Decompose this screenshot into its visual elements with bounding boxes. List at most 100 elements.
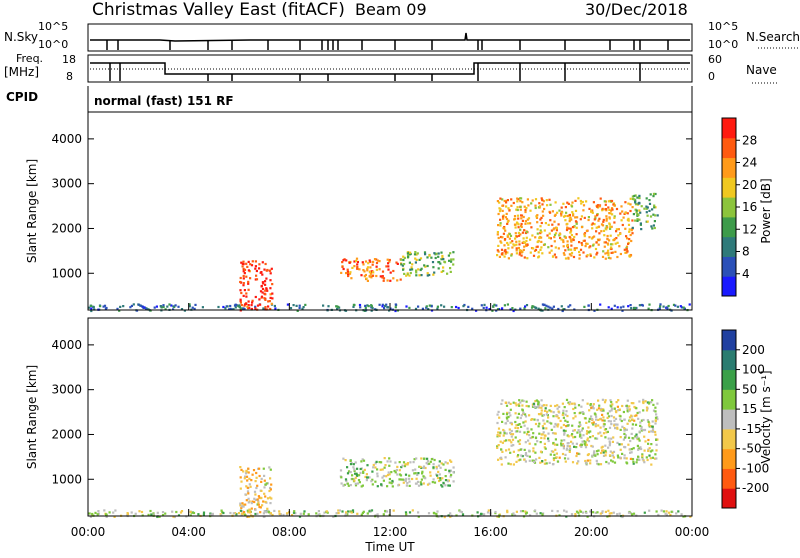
data-cell: [235, 513, 238, 516]
data-cell: [557, 423, 560, 426]
data-cell: [356, 482, 359, 485]
data-cell: [577, 404, 581, 407]
data-cell: [442, 463, 445, 466]
data-cell: [355, 473, 358, 477]
data-cell: [571, 201, 574, 204]
data-cell: [568, 450, 571, 453]
data-cell: [483, 513, 486, 516]
data-cell: [547, 223, 550, 226]
data-cell: [647, 448, 650, 451]
data-cell: [539, 461, 542, 464]
data-cell: [530, 306, 534, 309]
data-cell: [604, 454, 607, 457]
data-cell: [524, 460, 527, 463]
colorbar-swatch: [722, 118, 736, 139]
data-cell: [354, 472, 357, 475]
data-cell: [636, 196, 639, 199]
data-cell: [253, 500, 256, 504]
data-cell: [646, 419, 649, 422]
data-cell: [501, 450, 504, 453]
data-cell: [527, 405, 530, 408]
data-cell: [634, 306, 637, 310]
data-cell: [641, 454, 644, 458]
data-cell: [509, 431, 512, 434]
data-cell: [629, 254, 632, 257]
data-cell: [619, 212, 622, 215]
data-cell: [516, 200, 519, 203]
data-cell: [437, 515, 440, 518]
data-cell: [598, 205, 601, 208]
data-cell: [558, 209, 561, 212]
data-cell: [549, 211, 552, 214]
data-cell: [435, 252, 438, 255]
data-cell: [238, 304, 241, 307]
data-cell: [382, 277, 386, 280]
data-cell: [97, 510, 100, 513]
data-cell: [639, 421, 642, 424]
data-cell: [604, 436, 607, 439]
data-cell: [538, 432, 541, 435]
data-cell: [553, 432, 556, 435]
data-cell: [317, 514, 320, 517]
data-cell: [616, 441, 619, 444]
data-cell: [510, 198, 513, 201]
data-cell: [452, 263, 455, 266]
velocity-colorbar-label: Velocity [m s⁻¹]: [759, 370, 773, 463]
data-cell: [244, 493, 247, 496]
data-cell: [346, 472, 350, 475]
data-cell: [595, 459, 598, 462]
data-cell: [585, 432, 588, 435]
data-cell: [596, 462, 599, 465]
data-cell: [539, 225, 542, 228]
data-cell: [269, 307, 272, 311]
data-cell: [590, 223, 593, 226]
data-cell: [582, 204, 586, 207]
data-cell: [452, 258, 455, 261]
data-cell: [654, 406, 657, 409]
data-cell: [638, 458, 641, 461]
data-cell: [617, 409, 620, 412]
data-cell: [234, 512, 237, 515]
data-cell: [593, 223, 596, 226]
data-cell: [602, 250, 605, 253]
freq-label: Freq.: [16, 52, 43, 65]
data-cell: [564, 219, 567, 222]
data-cell: [612, 450, 616, 453]
data-cell: [371, 263, 374, 266]
data-cell: [350, 277, 353, 280]
data-cell: [537, 425, 540, 428]
data-cell: [659, 303, 662, 306]
data-cell: [298, 515, 302, 518]
data-cell: [253, 490, 257, 493]
data-cell: [438, 460, 441, 463]
data-cell: [563, 433, 566, 436]
data-cell: [575, 446, 578, 449]
data-cell: [537, 405, 540, 408]
colorbar-tick-label: 28: [742, 133, 757, 147]
data-cell: [414, 482, 418, 485]
data-cell: [665, 513, 668, 516]
data-cell: [505, 439, 508, 442]
data-cell: [498, 207, 501, 210]
data-cell: [262, 282, 265, 285]
data-cell: [626, 422, 629, 425]
data-cell: [605, 215, 608, 218]
data-cell: [642, 398, 645, 401]
data-cell: [555, 456, 558, 459]
data-cell: [605, 225, 608, 228]
data-cell: [604, 252, 607, 255]
data-cell: [437, 267, 440, 270]
colorbar-swatch: [722, 137, 736, 159]
data-cell: [462, 305, 465, 308]
data-cell: [374, 466, 377, 469]
data-cell: [559, 233, 562, 236]
data-cell: [438, 473, 441, 476]
data-cell: [614, 427, 617, 430]
data-cell: [664, 512, 667, 515]
data-cell: [568, 445, 571, 448]
data-cell: [244, 472, 248, 475]
data-cell: [161, 511, 165, 514]
data-cell: [254, 265, 257, 268]
data-cell: [621, 425, 624, 428]
data-cell: [624, 201, 627, 204]
